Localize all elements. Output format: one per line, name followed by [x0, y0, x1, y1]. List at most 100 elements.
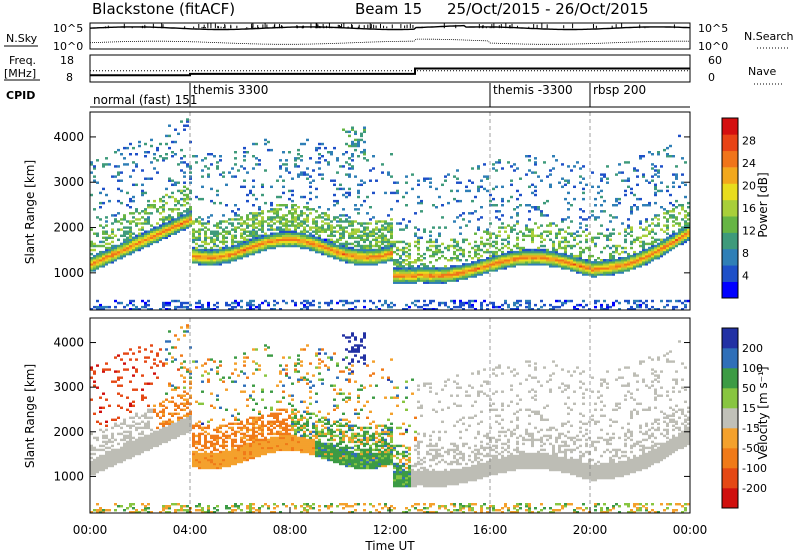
heat-cell — [495, 185, 498, 189]
heat-cell — [594, 273, 597, 276]
heat-cell — [93, 372, 96, 375]
heat-cell — [396, 189, 399, 193]
heat-cell — [570, 263, 573, 266]
heat-cell — [126, 303, 129, 307]
heat-cell — [192, 246, 195, 250]
heat-cell — [576, 230, 579, 233]
heat-cell — [204, 230, 207, 233]
heat-cell — [633, 301, 636, 305]
heat-cell — [558, 305, 561, 309]
heat-cell — [204, 362, 207, 365]
heat-cell — [351, 261, 354, 264]
heat-cell — [315, 222, 318, 225]
heat-cell — [510, 254, 513, 258]
heat-cell — [576, 257, 579, 260]
heat-cell — [387, 224, 390, 227]
heat-cell — [261, 222, 264, 225]
heat-cell — [282, 214, 285, 217]
heat-cell — [231, 250, 234, 254]
heat-cell — [600, 303, 603, 307]
heat-cell — [336, 246, 339, 250]
heat-cell — [105, 362, 108, 365]
heat-cell — [144, 220, 147, 223]
heat-cell — [627, 263, 630, 266]
heat-cell — [453, 240, 456, 244]
heat-cell — [486, 232, 489, 235]
heat-cell — [336, 244, 339, 248]
heat-cell — [624, 263, 627, 266]
heat-cell — [264, 236, 267, 240]
heat-cell — [615, 271, 618, 274]
heat-cell — [294, 301, 297, 305]
heat-cell — [324, 212, 327, 215]
heat-cell — [135, 414, 138, 418]
heat-cell — [600, 267, 603, 270]
heat-cell — [216, 456, 219, 460]
heat-cell — [609, 257, 612, 260]
heat-cell — [540, 240, 543, 244]
heat-cell — [423, 281, 426, 284]
heat-cell — [108, 452, 111, 456]
heat-cell — [651, 259, 654, 262]
heat-cell — [522, 261, 525, 264]
heat-cell — [198, 238, 201, 242]
heat-cell — [387, 305, 390, 309]
heat-cell — [426, 308, 429, 311]
heat-cell — [639, 226, 642, 229]
heat-cell — [246, 250, 249, 254]
heat-cell — [204, 450, 207, 454]
heat-cell — [363, 246, 366, 250]
heat-cell — [366, 226, 369, 229]
heat-cell — [132, 440, 135, 444]
heat-cell — [282, 163, 285, 166]
heat-cell — [501, 185, 504, 189]
heat-cell — [381, 248, 384, 252]
heat-cell — [210, 404, 213, 408]
heat-cell — [657, 222, 660, 225]
heat-cell — [360, 134, 363, 138]
heat-cell — [150, 428, 153, 432]
heat-cell — [609, 234, 612, 238]
heat-cell — [102, 263, 105, 266]
heat-cell — [651, 254, 654, 258]
heat-cell — [198, 454, 201, 458]
heat-cell — [210, 248, 213, 252]
heat-cell — [216, 250, 219, 254]
heat-cell — [174, 386, 177, 389]
heat-cell — [189, 175, 192, 178]
heat-cell — [546, 224, 549, 227]
heat-cell — [114, 503, 117, 506]
heat-cell — [207, 248, 210, 252]
heat-cell — [360, 244, 363, 248]
heat-cell — [117, 179, 120, 182]
heat-cell — [132, 212, 135, 215]
heat-cell — [357, 140, 360, 144]
heat-cell — [243, 151, 246, 154]
heat-cell — [432, 271, 435, 274]
heat-cell — [144, 301, 147, 305]
heat-cell — [564, 261, 567, 264]
heat-cell — [249, 242, 252, 246]
heat-cell — [111, 232, 114, 235]
heat-cell — [618, 257, 621, 260]
heat-cell — [384, 236, 387, 240]
heat-cell — [336, 301, 339, 305]
heat-cell — [99, 308, 102, 311]
heat-cell — [120, 454, 123, 458]
heat-cell — [567, 265, 570, 268]
heat-cell — [183, 210, 186, 213]
heat-cell — [285, 230, 288, 233]
heat-cell — [486, 242, 489, 246]
heat-cell — [168, 430, 171, 434]
heat-cell — [489, 193, 492, 197]
heat-cell — [531, 228, 534, 231]
heat-cell — [171, 224, 174, 227]
heat-cell — [684, 224, 687, 227]
heat-cell — [348, 261, 351, 264]
heat-cell — [657, 254, 660, 258]
heat-cell — [348, 175, 351, 178]
heat-cell — [444, 179, 447, 182]
heat-cell — [561, 177, 564, 180]
heat-cell — [615, 199, 618, 203]
heat-cell — [492, 252, 495, 256]
